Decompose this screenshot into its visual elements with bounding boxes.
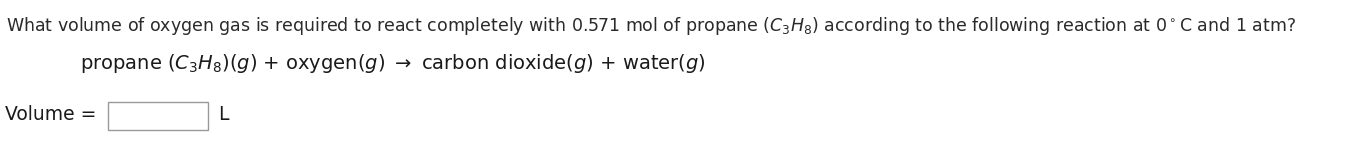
Text: Volume =: Volume = (5, 106, 96, 125)
Text: What volume of oxygen gas is required to react completely with 0.571 mol of prop: What volume of oxygen gas is required to… (5, 15, 1295, 37)
Text: propane $(C_3H_8)(g)$ + oxygen$(g)$ $\rightarrow$ carbon dioxide$(g)$ + water$(g: propane $(C_3H_8)(g)$ + oxygen$(g)$ $\ri… (80, 52, 705, 75)
Text: L: L (218, 106, 229, 125)
